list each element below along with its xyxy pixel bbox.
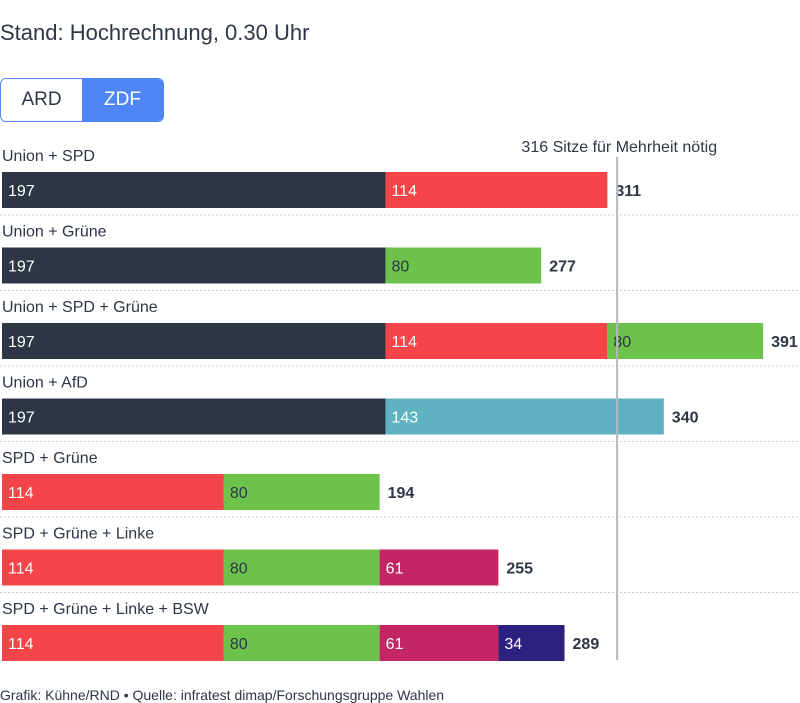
coalition-total-label: 311 xyxy=(615,183,641,200)
segment-value-label: 114 xyxy=(391,334,417,351)
coalition-bar-chart: Union + SPD 197 114 311 Union + Grüne 197 80 27… xyxy=(0,139,800,661)
segment-value-label: 80 xyxy=(230,561,248,578)
bar-segment-linke xyxy=(379,625,499,661)
bar-segment-linke xyxy=(379,549,499,586)
bar-segment-gruene xyxy=(223,474,380,510)
segment-value-label: 114 xyxy=(391,183,417,200)
segment-value-label: 80 xyxy=(613,334,631,351)
source-credit: Grafik: Kühne/RND • Quelle: infratest di… xyxy=(0,687,445,703)
coalition-label: Union + SPD + Grüne xyxy=(2,299,158,316)
segment-value-label: 197 xyxy=(8,183,35,200)
bar-segment-spd xyxy=(2,625,224,661)
tab-zdf[interactable]: ZDF xyxy=(82,79,163,121)
coalition-total-label: 194 xyxy=(388,485,415,502)
coalition-total-label: 391 xyxy=(771,334,798,351)
segment-value-label: 114 xyxy=(8,561,34,578)
segment-value-label: 61 xyxy=(386,636,404,653)
bar-segment-spd xyxy=(2,474,224,510)
coalition-total-label: 255 xyxy=(506,561,533,578)
coalition-label: Union + AfD xyxy=(2,375,88,392)
segment-value-label: 197 xyxy=(8,259,35,276)
coalition-label: SPD + Grüne + Linke + BSW xyxy=(2,601,210,618)
segment-value-label: 114 xyxy=(8,485,34,502)
segment-value-label: 114 xyxy=(8,636,34,653)
coalition-label: Union + Grüne xyxy=(2,224,107,241)
coalition-total-label: 340 xyxy=(672,410,699,427)
coalition-label: Union + SPD xyxy=(2,148,95,165)
chart-subtitle: Stand: Hochrechnung, 0.30 Uhr xyxy=(0,20,310,45)
bar-segment-union xyxy=(2,172,386,208)
segment-value-label: 34 xyxy=(504,636,522,653)
segment-value-label: 80 xyxy=(230,485,248,502)
bar-segment-spd xyxy=(385,172,608,208)
bar-segment-gruene xyxy=(385,247,542,284)
segment-value-label: 61 xyxy=(386,561,404,578)
segment-value-label: 143 xyxy=(391,410,418,427)
bar-segment-bsw xyxy=(498,625,565,661)
majority-label: 316 Sitze für Mehrheit nötig xyxy=(521,139,717,156)
coalition-label: SPD + Grüne + Linke xyxy=(2,526,154,543)
segment-value-label: 197 xyxy=(8,410,35,427)
bar-segment-union xyxy=(2,398,386,435)
bar-segment-gruene xyxy=(223,549,380,586)
segment-value-label: 80 xyxy=(391,259,409,276)
segment-value-label: 80 xyxy=(230,636,248,653)
bar-segment-gruene xyxy=(223,625,380,661)
coalition-label: SPD + Grüne xyxy=(2,450,98,467)
bar-segment-afd xyxy=(385,398,664,435)
coalition-total-label: 277 xyxy=(549,259,576,276)
bar-segment-union xyxy=(2,323,386,359)
bar-segment-spd xyxy=(2,549,224,586)
bar-segment-gruene xyxy=(607,323,764,359)
bar-segment-spd xyxy=(385,323,608,359)
bar-segment-union xyxy=(2,247,386,284)
source-tab-group: ARD ZDF xyxy=(0,78,164,122)
coalition-total-label: 289 xyxy=(573,636,600,653)
tab-ard[interactable]: ARD xyxy=(1,79,82,121)
segment-value-label: 197 xyxy=(8,334,35,351)
